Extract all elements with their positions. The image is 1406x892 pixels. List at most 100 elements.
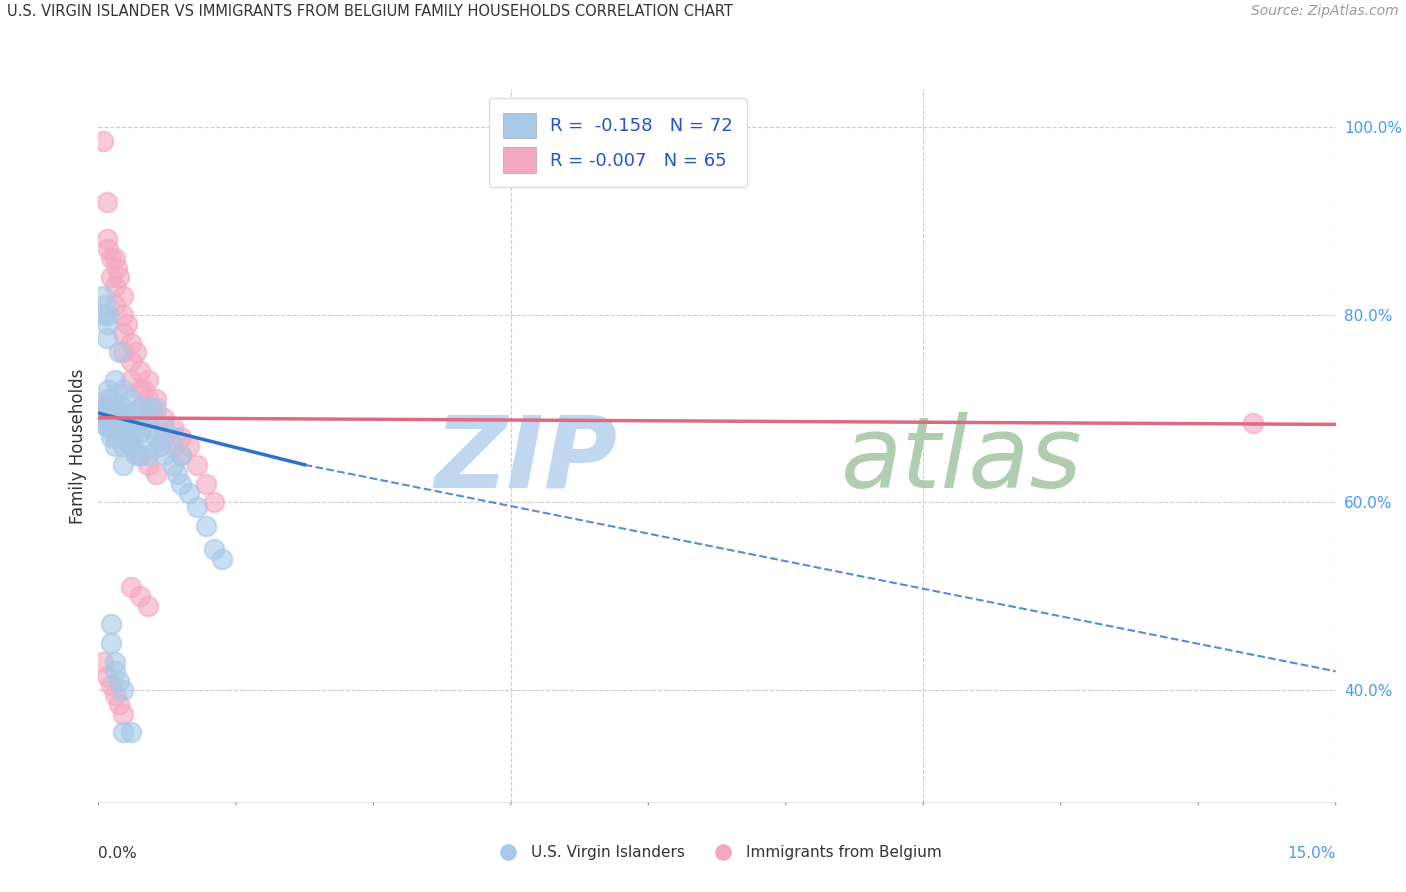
Point — [104, 420, 127, 434]
Text: atlas: atlas — [841, 412, 1083, 508]
Point — [96, 401, 118, 416]
Point — [120, 439, 142, 453]
Point — [211, 551, 233, 566]
Point — [97, 410, 120, 425]
Point — [136, 420, 159, 434]
Point — [112, 345, 135, 359]
Point — [104, 655, 127, 669]
Point — [120, 392, 142, 406]
Point — [112, 308, 135, 322]
Point — [128, 401, 150, 416]
Point — [108, 345, 131, 359]
Point — [124, 345, 146, 359]
Point — [186, 500, 208, 514]
Point — [170, 449, 193, 463]
Point — [202, 495, 225, 509]
Point — [100, 678, 122, 692]
Point — [120, 420, 142, 434]
Point — [104, 279, 127, 293]
Point — [104, 665, 127, 679]
Point — [112, 383, 135, 397]
Point — [100, 251, 122, 265]
Point — [97, 308, 120, 322]
Point — [136, 373, 159, 387]
Point — [104, 373, 127, 387]
Point — [179, 439, 201, 453]
Point — [120, 373, 142, 387]
Point — [91, 655, 114, 669]
Point — [96, 331, 118, 345]
Point — [128, 449, 150, 463]
Point — [131, 420, 153, 434]
Point — [117, 434, 139, 449]
Point — [94, 397, 117, 411]
Point — [91, 289, 114, 303]
Point — [149, 439, 172, 453]
Point — [112, 725, 135, 739]
Point — [96, 194, 118, 209]
Point — [104, 298, 127, 312]
Point — [128, 401, 150, 416]
Point — [170, 449, 193, 463]
Point — [105, 420, 128, 434]
Point — [145, 392, 167, 406]
Point — [170, 476, 193, 491]
Y-axis label: Family Households: Family Households — [69, 368, 87, 524]
Point — [153, 410, 176, 425]
Point — [162, 458, 184, 472]
Text: U.S. VIRGIN ISLANDER VS IMMIGRANTS FROM BELGIUM FAMILY HOUSEHOLDS CORRELATION CH: U.S. VIRGIN ISLANDER VS IMMIGRANTS FROM … — [7, 4, 733, 20]
Point — [112, 326, 135, 341]
Text: 15.0%: 15.0% — [1288, 846, 1336, 861]
Point — [120, 335, 142, 350]
Point — [108, 697, 131, 711]
Point — [128, 589, 150, 603]
Point — [104, 401, 127, 416]
Point — [145, 410, 167, 425]
Point — [112, 458, 135, 472]
Point — [194, 518, 217, 533]
Point — [120, 429, 142, 443]
Point — [112, 401, 135, 416]
Point — [104, 251, 127, 265]
Point — [97, 383, 120, 397]
Point — [202, 542, 225, 557]
Point — [136, 392, 159, 406]
Point — [108, 673, 131, 688]
Point — [100, 617, 122, 632]
Point — [194, 476, 217, 491]
Point — [112, 439, 135, 453]
Point — [120, 354, 142, 368]
Text: ZIP: ZIP — [434, 412, 619, 508]
Point — [91, 308, 114, 322]
Point — [128, 383, 150, 397]
Point — [162, 439, 184, 453]
Point — [141, 439, 163, 453]
Point — [120, 725, 142, 739]
Point — [108, 270, 131, 285]
Point — [96, 410, 118, 425]
Point — [145, 429, 167, 443]
Point — [136, 410, 159, 425]
Point — [100, 429, 122, 443]
Point — [104, 688, 127, 702]
Point — [96, 420, 118, 434]
Point — [162, 420, 184, 434]
Point — [120, 580, 142, 594]
Point — [91, 134, 114, 148]
Point — [96, 317, 118, 331]
Point — [112, 429, 135, 443]
Point — [96, 669, 118, 683]
Point — [120, 439, 142, 453]
Text: 0.0%: 0.0% — [98, 846, 138, 861]
Point — [100, 420, 122, 434]
Legend: U.S. Virgin Islanders, Immigrants from Belgium: U.S. Virgin Islanders, Immigrants from B… — [486, 839, 948, 866]
Point — [145, 401, 167, 416]
Point — [112, 706, 135, 721]
Point — [117, 406, 139, 420]
Point — [124, 449, 146, 463]
Point — [136, 401, 159, 416]
Point — [153, 420, 176, 434]
Point — [122, 429, 145, 443]
Point — [112, 289, 135, 303]
Point — [136, 599, 159, 613]
